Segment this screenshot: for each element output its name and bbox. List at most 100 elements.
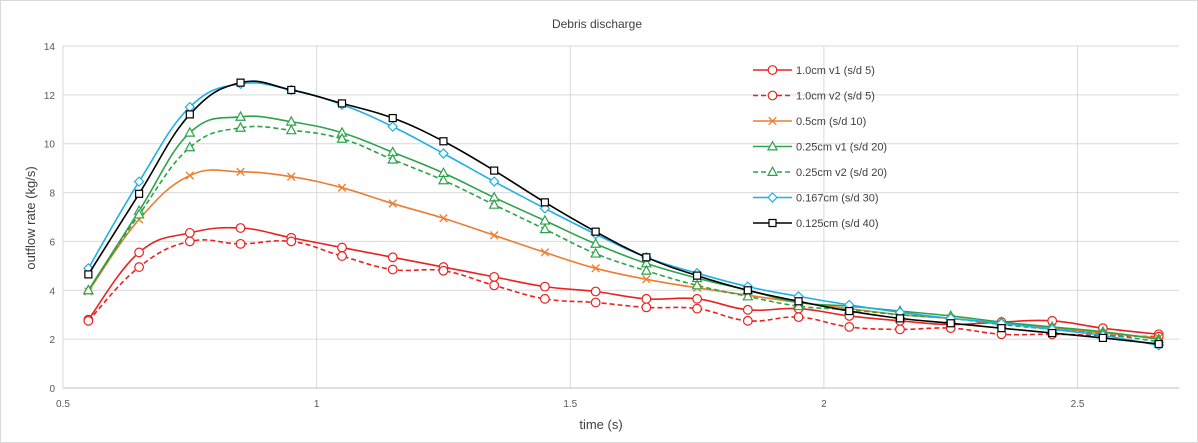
data-point-square — [845, 306, 854, 316]
data-point-triangle — [285, 124, 297, 135]
axes: 0 2 4 6 8 10 12 14 0.5 1 1.5 2 2.5 — [44, 42, 1179, 410]
data-point-square — [642, 253, 651, 262]
series-line — [87, 226, 1159, 336]
series-6 — [83, 78, 1165, 351]
data-point-triangle — [82, 284, 94, 295]
data-point-circle — [590, 286, 601, 297]
data-point-x — [591, 264, 600, 273]
data-point-circle — [692, 303, 702, 314]
data-point-diamond — [133, 176, 145, 187]
y-tick-label: 14 — [44, 42, 56, 53]
x-tick-label: 0.5 — [56, 399, 70, 410]
data-point-square — [946, 319, 955, 328]
legend-marker-x — [768, 116, 777, 126]
data-point-square — [388, 113, 397, 123]
data-point-circle — [83, 315, 94, 326]
y-tick-label: 10 — [44, 140, 56, 151]
data-point-circle — [540, 293, 550, 304]
legend-label: 0.25cm v1 (s/d 20) — [796, 142, 887, 154]
y-tick-label: 4 — [49, 286, 55, 297]
data-point-x — [185, 171, 195, 180]
y-tick-label: 2 — [49, 335, 55, 346]
data-point-square — [591, 227, 600, 236]
data-point-triangle — [437, 174, 449, 185]
legend-label: 1.0cm v1 (s/d 5) — [796, 65, 875, 77]
data-point-x — [489, 231, 499, 240]
data-point-circle — [337, 251, 347, 261]
data-point-triangle — [539, 223, 551, 234]
data-point-circle — [438, 265, 449, 276]
y-tick-label: 6 — [49, 237, 55, 248]
x-tick-label: 1.5 — [563, 399, 577, 410]
data-point-circle — [337, 242, 347, 253]
legend: 1.0cm v1 (s/d 5) 1.0cm v2 (s/d 5) 0.5cm (s… — [753, 65, 887, 230]
series-line — [87, 115, 1159, 340]
chart-title: Debris discharge — [552, 17, 642, 31]
data-point-circle — [540, 281, 550, 292]
data-point-square — [236, 78, 245, 87]
data-point-diamond — [387, 121, 399, 132]
legend-marker-triangle — [766, 165, 779, 176]
series-4 — [82, 110, 1165, 344]
y-tick-label: 12 — [44, 91, 56, 102]
y-axis-title: outflow rate (kg/s) — [23, 166, 38, 269]
legend-item: 1.0cm v2 (s/d 5) — [753, 91, 875, 103]
gridlines — [62, 45, 1179, 389]
legend-item: 0.25cm v2 (s/d 20) — [753, 165, 887, 179]
data-point-square — [743, 286, 752, 295]
legend-marker-circle — [767, 90, 778, 101]
y-tick-label: 0 — [49, 384, 55, 395]
data-point-square — [185, 110, 194, 119]
legend-label: 1.0cm v2 (s/d 5) — [796, 91, 875, 103]
data-point-square — [794, 297, 803, 306]
legend-marker-square — [768, 218, 777, 228]
x-axis-title: time (s) — [579, 417, 622, 432]
data-point-x — [337, 183, 347, 192]
x-tick-label: 2.5 — [1071, 399, 1085, 410]
series-7 — [84, 78, 1163, 349]
data-point-square — [84, 270, 93, 279]
data-point-circle — [489, 271, 500, 282]
data-point-circle — [742, 315, 753, 326]
data-point-square — [540, 198, 550, 207]
data-point-square — [337, 99, 347, 108]
data-point-x — [642, 275, 651, 284]
data-point-circle — [895, 324, 905, 335]
data-point-triangle — [488, 198, 500, 209]
series-line — [87, 239, 1159, 338]
series-line — [87, 169, 1159, 339]
series-5 — [82, 121, 1165, 346]
data-point-triangle — [590, 247, 602, 258]
data-point-triangle — [590, 237, 602, 248]
data-point-diamond — [488, 176, 500, 187]
data-point-x — [388, 199, 397, 208]
data-point-circle — [286, 236, 297, 247]
legend-label: 0.25cm v2 (s/d 20) — [796, 167, 887, 179]
data-point-circle — [387, 264, 398, 275]
data-point-diamond — [438, 148, 449, 159]
data-point-triangle — [133, 208, 145, 219]
data-point-circle — [184, 227, 195, 238]
data-point-circle — [793, 312, 804, 323]
data-point-square — [287, 85, 296, 95]
data-point-triangle — [235, 110, 247, 121]
data-point-square — [134, 189, 144, 198]
legend-item: 1.0cm v1 (s/d 5) — [753, 65, 875, 77]
data-point-circle — [134, 262, 144, 272]
x-tick-label: 2 — [821, 399, 827, 410]
data-point-triangle — [742, 290, 754, 301]
legend-marker-diamond — [767, 192, 778, 203]
data-point-triangle — [793, 300, 805, 311]
series-group — [82, 78, 1165, 351]
data-point-triangle — [640, 264, 652, 275]
data-point-circle — [844, 322, 855, 332]
data-point-circle — [235, 223, 246, 233]
legend-item: 0.5cm (s/d 10) — [753, 116, 866, 128]
data-point-square — [1098, 333, 1108, 343]
data-point-triangle — [184, 141, 196, 152]
data-point-triangle — [184, 126, 196, 137]
data-point-circle — [387, 252, 398, 263]
series-line — [87, 80, 1159, 345]
legend-label: 0.167cm (s/d 30) — [796, 193, 879, 205]
